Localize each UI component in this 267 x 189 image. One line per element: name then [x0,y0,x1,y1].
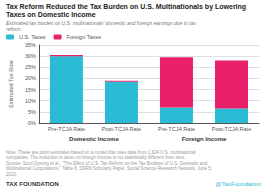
svg-text:Tax Reform Reduced the Tax Bur: Tax Reform Reduced the Tax Burden on U.S… [6,3,248,11]
svg-text:reform.: reform. [6,26,22,32]
svg-text:Taxes on Domestic Income: Taxes on Domestic Income [6,11,96,18]
svg-text:30%: 30% [25,53,36,59]
svg-text:Note: These are point estimate: Note: These are point estimates based on… [6,150,197,155]
svg-text:Estimated Tax Rate: Estimated Tax Rate [8,60,14,108]
svg-text:@TaxFoundation: @TaxFoundation [216,181,261,187]
svg-text:Multinational Corporations," T: Multinational Corporations," Table 8, SS… [6,166,213,171]
svg-text:Post-TCJA Rate: Post-TCJA Rate [102,126,141,132]
svg-text:2020.: 2020. [6,172,17,177]
svg-text:Pre-TCJA Rate: Pre-TCJA Rate [48,126,85,132]
svg-text:25%: 25% [25,64,36,70]
svg-text:companies. The reduction in ta: companies. The reduction in taxes on for… [6,155,185,160]
svg-text:Post-TCJA Rate: Post-TCJA Rate [212,126,251,132]
svg-text:Source: Scott Dyreng et al., ": Source: Scott Dyreng et al., "The Effect… [6,161,208,166]
svg-text:10%: 10% [25,98,36,104]
svg-text:U.S. Taxes: U.S. Taxes [19,34,46,40]
svg-text:TAX FOUNDATION: TAX FOUNDATION [6,181,59,187]
svg-text:0%: 0% [28,120,36,126]
svg-text:35%: 35% [25,42,36,48]
svg-text:20%: 20% [25,75,36,81]
svg-text:Foreign Taxes: Foreign Taxes [67,34,102,40]
svg-text:Estimated tax burden on U.S. m: Estimated tax burden on U.S. multination… [6,20,197,26]
svg-text:Foreign Income: Foreign Income [182,136,227,142]
svg-text:5%: 5% [28,109,36,115]
svg-text:15%: 15% [25,87,36,93]
svg-text:Domestic Income: Domestic Income [69,136,119,142]
svg-text:Pre-TCJA Rate: Pre-TCJA Rate [158,126,195,132]
